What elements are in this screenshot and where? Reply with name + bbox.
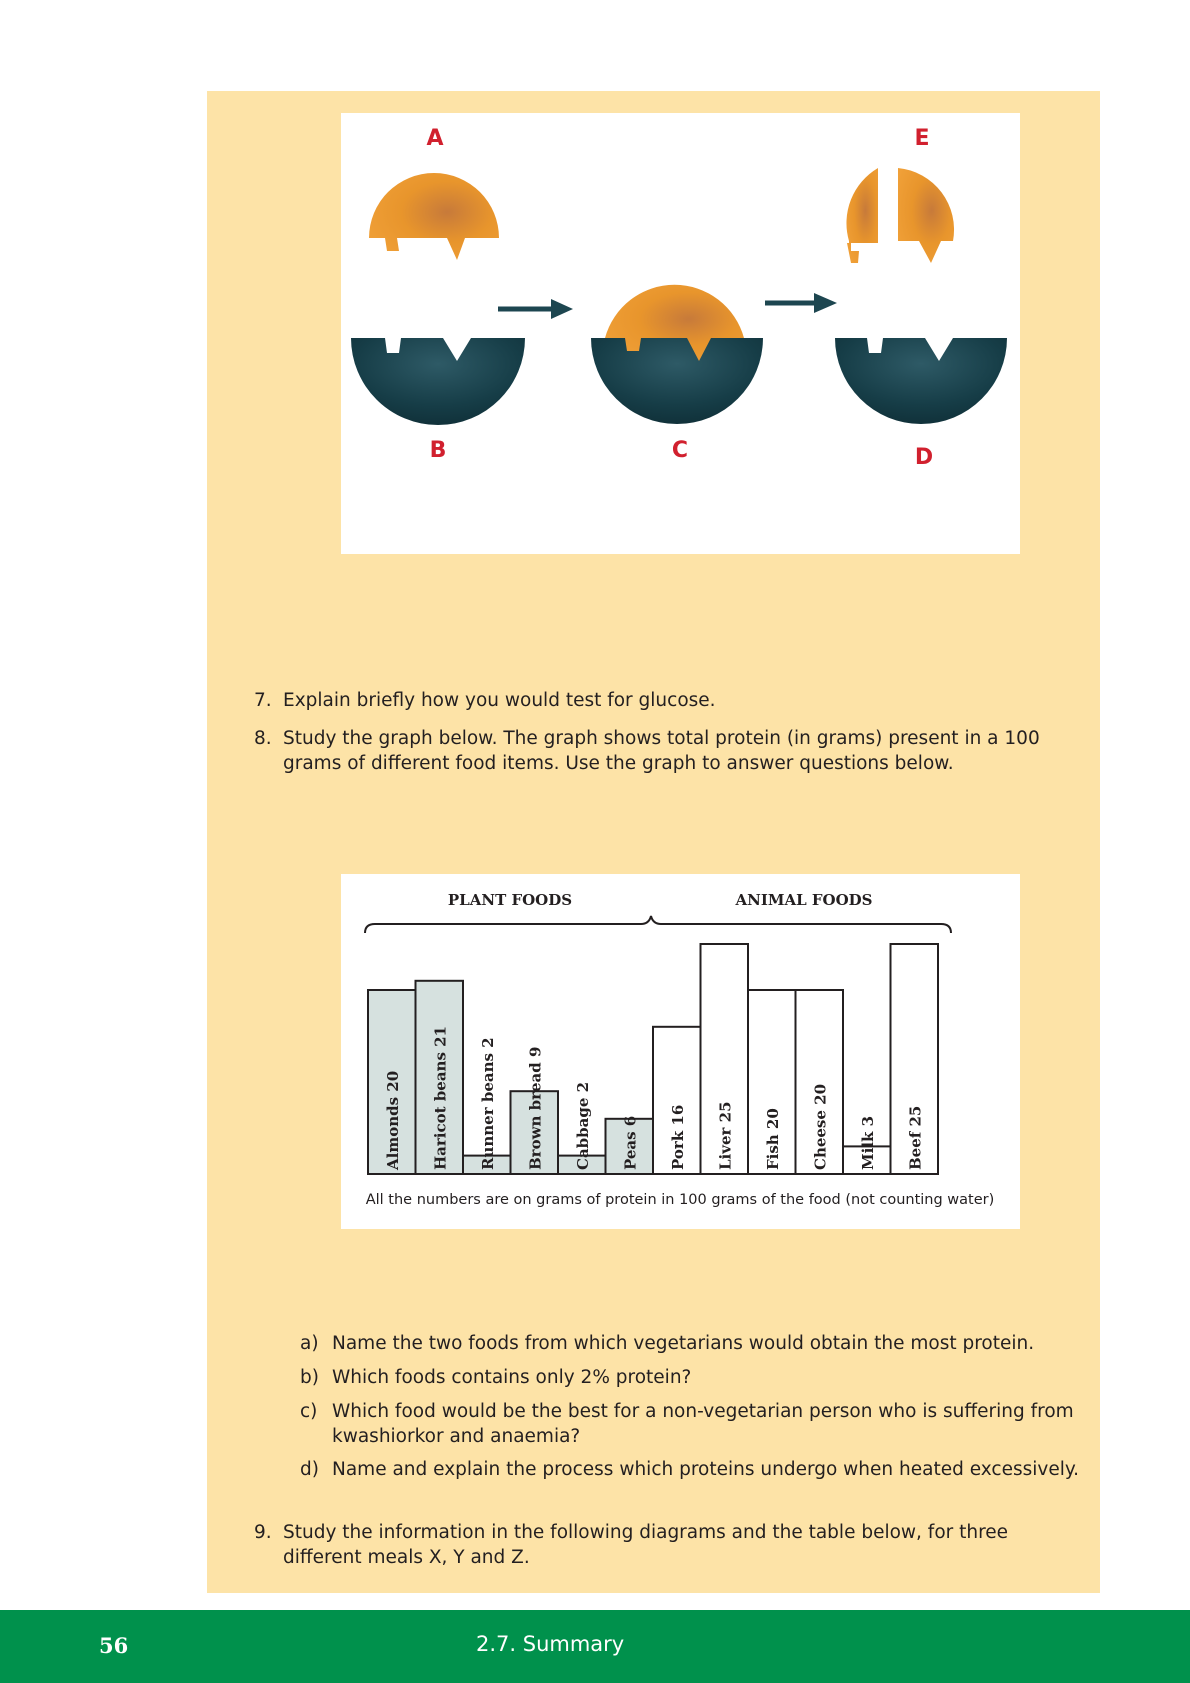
question-7-text: Explain briefly how you would test for g… — [283, 690, 716, 711]
group-label-plant-foods: PLANT FOODS — [448, 891, 572, 909]
protein-chart-svg: PLANT FOODS ANIMAL FOODS Almonds 20 Haric… — [364, 891, 995, 1208]
sub-question-c-label: c) — [300, 1401, 318, 1422]
label-d: D — [915, 445, 933, 470]
enzyme-b-shape — [351, 338, 525, 425]
bar-label-6: Pork 16 — [669, 1105, 687, 1170]
bar-7 — [699, 943, 749, 1175]
bar-label-3: Brown bread 9 — [526, 1047, 544, 1170]
bar-label-0: Almonds 20 — [384, 1071, 402, 1171]
label-b: B — [430, 438, 447, 463]
question-7: 7. Explain briefly how you would test fo… — [254, 688, 1084, 713]
bar-1 — [414, 979, 464, 1175]
bar-3 — [509, 1090, 559, 1175]
question-8: 8. Study the graph below. The graph show… — [254, 726, 1084, 776]
bar-label-7: Liver 25 — [716, 1101, 734, 1170]
question-7-number: 7. — [254, 690, 272, 711]
sub-question-d: d) Name and explain the process which pr… — [300, 1457, 1090, 1482]
bar-8 — [747, 989, 797, 1175]
sub-question-c: c) Which food would be the best for a no… — [300, 1399, 1090, 1449]
group-label-animal-foods: ANIMAL FOODS — [735, 891, 873, 909]
arrow-2-head — [814, 293, 837, 313]
bars-group: Almonds 20 Haricot beans 21 Runner beans 2… — [367, 943, 939, 1176]
bar-label-11: Beef 25 — [906, 1106, 924, 1170]
group-braces — [364, 915, 952, 934]
bar-label-2: Runner beans 2 — [479, 1037, 497, 1170]
sub-question-b-label: b) — [300, 1367, 319, 1388]
bar-label-5: Peas 6 — [621, 1116, 639, 1170]
bar-label-9: Cheese 20 — [811, 1084, 829, 1170]
enzyme-substrate-figure: A B C D E — [341, 113, 1020, 554]
bar-label-8: Fish 20 — [764, 1108, 782, 1170]
bar-6 — [652, 1025, 702, 1175]
enzyme-c-shape — [591, 338, 763, 424]
enzyme-d-shape — [835, 338, 1007, 424]
substrate-a-shape — [369, 173, 499, 260]
question-9-number: 9. — [254, 1522, 272, 1543]
question-9: 9. Study the information in the followin… — [254, 1520, 1084, 1570]
section-title: 2.7. Summary — [476, 1632, 625, 1656]
bar-label-1: Haricot beans 21 — [431, 1026, 449, 1170]
label-c: C — [672, 438, 688, 463]
product-e-left-shape — [846, 168, 878, 263]
sub-question-a-text: Name the two foods from which vegetarian… — [332, 1333, 1035, 1354]
sub-question-c-text: Which food would be the best for a non-v… — [332, 1401, 1074, 1447]
bar-11 — [889, 943, 939, 1175]
arrow-1-head — [551, 299, 573, 319]
enzyme-diagram: A B C D E — [351, 126, 1007, 470]
bar-label-10: Milk 3 — [859, 1116, 877, 1170]
sub-question-a: a) Name the two foods from which vegetar… — [300, 1331, 1090, 1356]
question-9-text: Study the information in the following d… — [283, 1522, 1009, 1568]
product-e-right-shape — [898, 168, 955, 263]
bar-9 — [794, 989, 844, 1175]
bar-label-4: Cabbage 2 — [574, 1082, 592, 1170]
page-number: 56 — [99, 1633, 129, 1658]
sub-question-a-label: a) — [300, 1333, 319, 1354]
substrate-c-shape — [605, 284, 744, 361]
sub-question-b: b) Which foods contains only 2% protein? — [300, 1365, 1090, 1390]
sub-question-b-text: Which foods contains only 2% protein? — [332, 1367, 692, 1388]
chart-note: All the numbers are on grams of protein … — [366, 1192, 995, 1208]
protein-bar-chart: PLANT FOODS ANIMAL FOODS Almonds 20 Haric… — [341, 874, 1020, 1229]
bar-0 — [367, 989, 417, 1175]
label-a: A — [426, 126, 443, 151]
sub-question-d-text: Name and explain the process which prote… — [332, 1459, 1080, 1480]
question-8-number: 8. — [254, 728, 272, 749]
question-8-text: Study the graph below. The graph shows t… — [283, 728, 1040, 774]
page-footer: 56 2.7. Summary — [0, 1610, 1190, 1683]
sub-question-d-label: d) — [300, 1459, 319, 1480]
label-e: E — [914, 126, 929, 151]
